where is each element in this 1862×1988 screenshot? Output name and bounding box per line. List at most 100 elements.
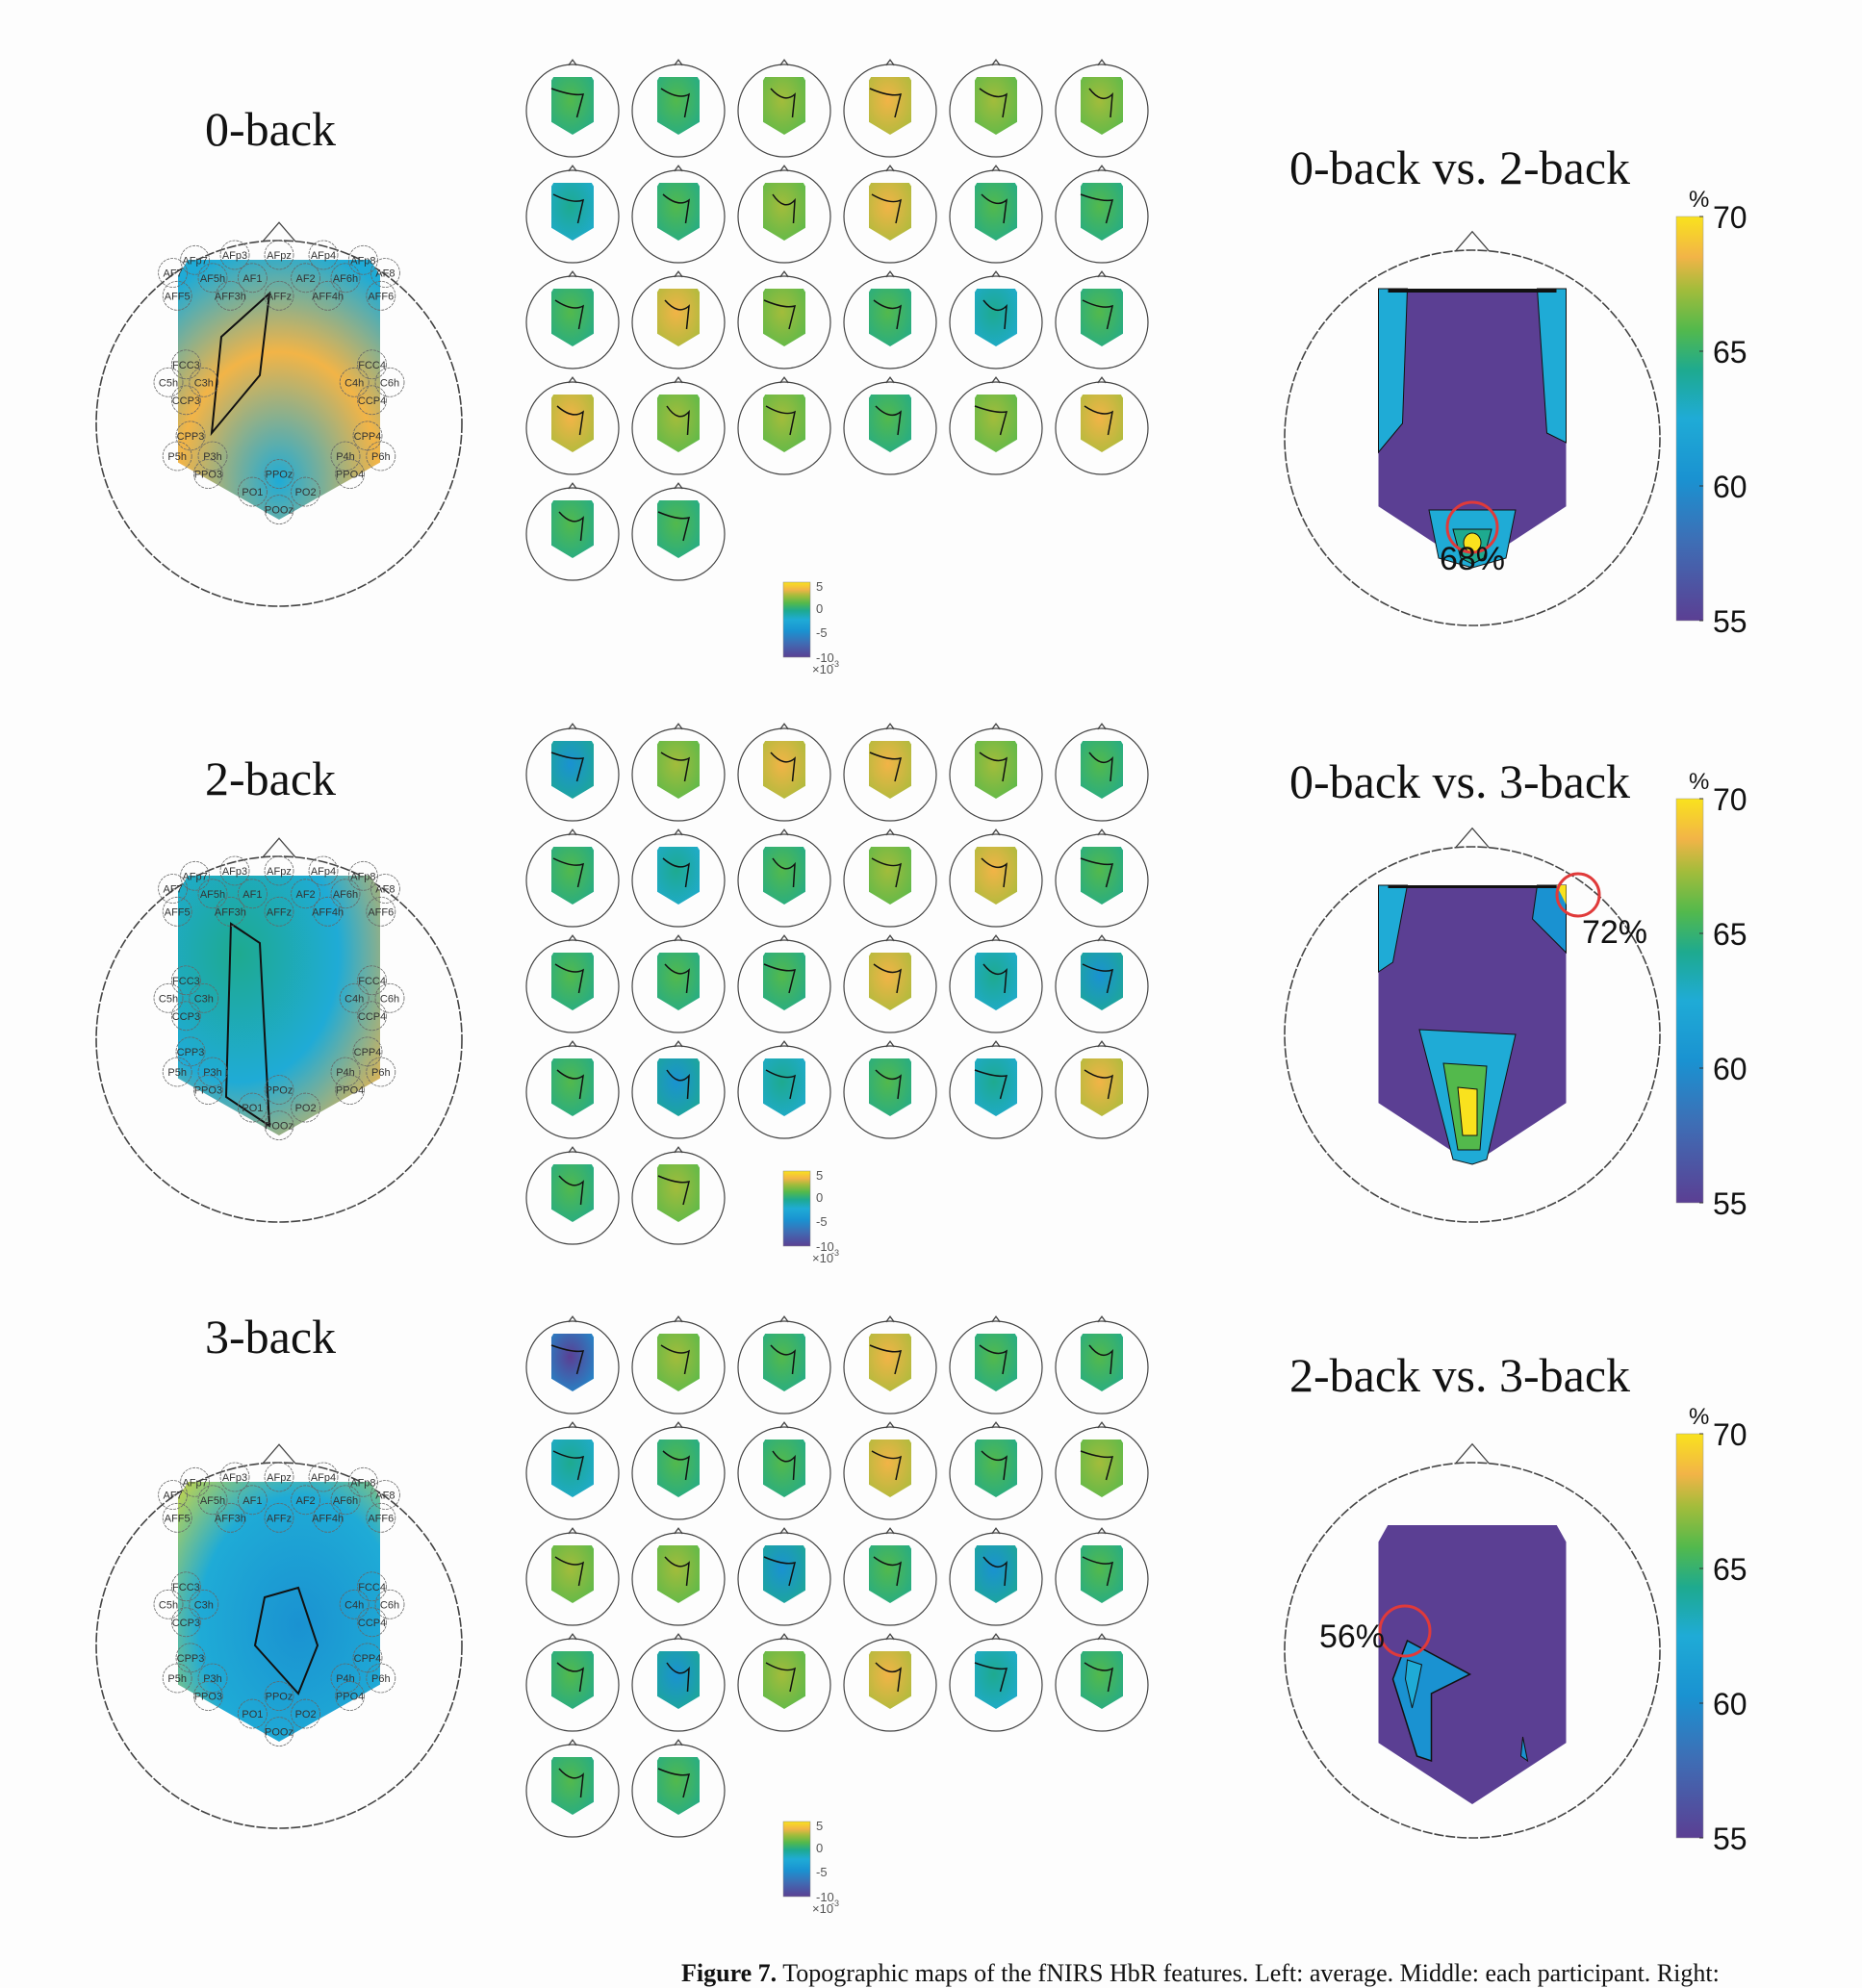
- contour-line: [979, 88, 1008, 118]
- contour-line: [772, 1450, 796, 1481]
- nose-marker: [885, 376, 895, 384]
- channel-marker: [264, 1502, 294, 1533]
- channel-label: PO1: [242, 1709, 263, 1720]
- nose-marker: [779, 1315, 789, 1323]
- channel-label: AFF3h: [215, 1513, 246, 1524]
- channel-marker: [291, 263, 321, 293]
- participant-topomap: [1055, 1315, 1149, 1415]
- colorbar-tick-label: 5: [816, 579, 823, 594]
- activation-surface: [975, 741, 1017, 799]
- channel-label: AFFz: [267, 291, 292, 302]
- channel-marker: [264, 855, 294, 886]
- channel-marker: [335, 1075, 366, 1105]
- participant-topomap: [525, 482, 620, 581]
- channel-label: AF5h: [200, 273, 225, 285]
- channel-marker: [366, 896, 396, 927]
- nose-marker: [885, 1527, 895, 1535]
- channel-marker: [370, 1480, 400, 1510]
- nose-marker: [568, 1315, 577, 1323]
- channel-marker: [197, 879, 228, 909]
- channel-marker: [180, 244, 210, 275]
- nose-marker: [991, 1421, 1001, 1429]
- contour-line: [657, 511, 691, 542]
- nose-marker: [1097, 723, 1107, 730]
- channel-label: AFp4: [311, 1472, 336, 1484]
- contour-line: [869, 88, 903, 118]
- channel-label: AFpz: [267, 250, 292, 262]
- channel-label: AFFz: [267, 906, 292, 918]
- accuracy-colorbar-0v2: %70 65 60 55: [1675, 188, 1747, 639]
- channel-label: P3h: [203, 451, 222, 463]
- channel-marker: [162, 1502, 192, 1533]
- channel-marker: [197, 1663, 228, 1694]
- channel-label: C3h: [194, 377, 214, 389]
- participant-topomap: [843, 1315, 937, 1415]
- channel-label: AFp8: [350, 1477, 375, 1489]
- head-outline: [737, 64, 831, 158]
- channel-label: AFp8: [350, 871, 375, 882]
- channel-marker: [370, 874, 400, 904]
- head-outline: [949, 169, 1043, 264]
- head-outline: [737, 1320, 831, 1415]
- colorbar-tick-label: 65: [1713, 335, 1747, 370]
- channel-marker: [374, 982, 405, 1013]
- head-outline: [949, 1320, 1043, 1415]
- activation-surface: [763, 395, 805, 452]
- contour-line: [871, 857, 903, 888]
- channel-marker: [153, 982, 184, 1013]
- head-outline: [843, 64, 937, 158]
- channel-marker: [215, 280, 245, 311]
- participant-topomap: [737, 1633, 831, 1732]
- contour-line: [772, 193, 796, 224]
- channel-marker: [308, 855, 339, 886]
- contour-line: [1084, 1069, 1114, 1100]
- participant-topomap: [843, 723, 937, 822]
- contour-line: [1088, 88, 1113, 118]
- channel-label: CCP4: [358, 395, 386, 407]
- nose-marker: [779, 934, 789, 942]
- head-outline: [525, 1638, 620, 1732]
- channel-marker: [264, 1075, 294, 1105]
- activation-surface: [657, 1164, 700, 1222]
- activation-surface: [551, 289, 594, 346]
- activation-surface: [657, 1440, 700, 1497]
- channel-marker: [308, 240, 339, 270]
- activation-surface: [975, 1651, 1017, 1709]
- contour-line: [660, 1344, 691, 1375]
- participant-topomap: [737, 376, 831, 475]
- channel-label: C6h: [380, 993, 399, 1005]
- nose-marker: [885, 828, 895, 836]
- contour-line: [550, 1344, 585, 1375]
- channel-marker: [335, 1681, 366, 1711]
- participant-topomap: [631, 1527, 726, 1626]
- channel-marker: [264, 459, 294, 489]
- channel-label: AFF6: [368, 1513, 394, 1524]
- channel-label: AF5h: [200, 1495, 225, 1507]
- channel-marker: [357, 1571, 388, 1602]
- activation-surface: [869, 847, 911, 905]
- channel-label: AFF4h: [312, 906, 344, 918]
- participant-topomap: [949, 1527, 1043, 1626]
- nose-marker: [1097, 59, 1107, 66]
- average-topomap-0back: AFp7 AFp3 AFpz AFp4 AFp8 AF7 AF5h AF1 AF2 AF6h AF8…: [95, 221, 463, 607]
- channel-label: AFp8: [350, 255, 375, 267]
- channel-marker: [237, 263, 268, 293]
- participant-topomap: [525, 1527, 620, 1626]
- channel-label: AFF6: [368, 906, 394, 918]
- head-outline: [631, 1638, 726, 1732]
- head-outline: [949, 727, 1043, 822]
- channel-label: P5h: [167, 1067, 187, 1079]
- nose-marker: [1454, 827, 1491, 849]
- head-outline: [737, 939, 831, 1033]
- channel-label: AF8: [375, 1491, 395, 1502]
- channel-marker: [189, 982, 219, 1013]
- colorbar-tick-label: 60: [1713, 470, 1747, 504]
- channel-marker: [264, 240, 294, 270]
- average-topomap-2back: AFp7 AFp3 AFpz AFp4 AFp8 AF7 AF5h AF1 AF2 AF6h AF8…: [95, 837, 463, 1223]
- colorbar-tick-label: 60: [1713, 1052, 1747, 1086]
- channel-label: C5h: [159, 377, 178, 389]
- colorbar-gradient: [1675, 216, 1704, 622]
- channel-marker: [215, 1502, 245, 1533]
- contour-line: [974, 1069, 1008, 1100]
- channel-marker: [313, 280, 344, 311]
